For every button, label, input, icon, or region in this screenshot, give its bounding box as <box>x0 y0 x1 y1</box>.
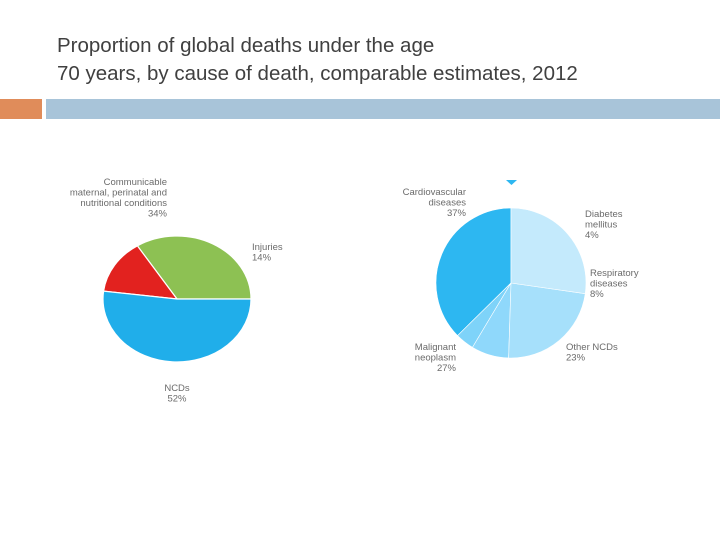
accent-bar-blue <box>46 99 720 119</box>
slide-title-line-1: Proportion of global deaths under the ag… <box>57 34 435 57</box>
slide-title-line-2: 70 years, by cause of death, comparable … <box>57 62 578 85</box>
pie2-label-respiratory-diseases: Respiratory diseases 8% <box>590 268 639 300</box>
pie-chart-ncds-breakdown: Cardiovascular diseases 37% Diabetes mellitu… <box>403 187 639 374</box>
pie-chart-all-causes: Communicable maternal, perinatal and nutri… <box>70 177 283 405</box>
pie2-label-malignant-neoplasm: Malignant neoplasm 27% <box>415 342 457 374</box>
pie1-label-communicable-maternal-perinatal-and-nutritional-conditions: Communicable maternal, perinatal and nutri… <box>70 177 168 220</box>
pie1-label-injuries: Injuries 14% <box>252 242 283 264</box>
accent-bar-orange <box>0 99 42 119</box>
pie2-slice-cardiovascular-diseases <box>435 207 512 337</box>
pie2-label-cardiovascular-diseases: Cardiovascular diseases 37% <box>403 187 467 219</box>
pie1-label-ncds: NCDs 52% <box>164 383 190 405</box>
pie1-slice-ncds <box>102 290 252 363</box>
pie-marker-arrow <box>506 180 517 185</box>
pie2-slice-other-ncds <box>508 282 586 359</box>
pie2-label-other-ncds: Other NCDs 23% <box>566 342 618 364</box>
pie2-slice-malignant-neoplasm <box>510 207 587 295</box>
pie1-slice-injuries <box>102 245 179 300</box>
pie2-label-diabetes-mellitus: Diabetes mellitus 4% <box>585 209 623 241</box>
slide-title: Proportion of global deaths under the ag… <box>57 32 697 88</box>
